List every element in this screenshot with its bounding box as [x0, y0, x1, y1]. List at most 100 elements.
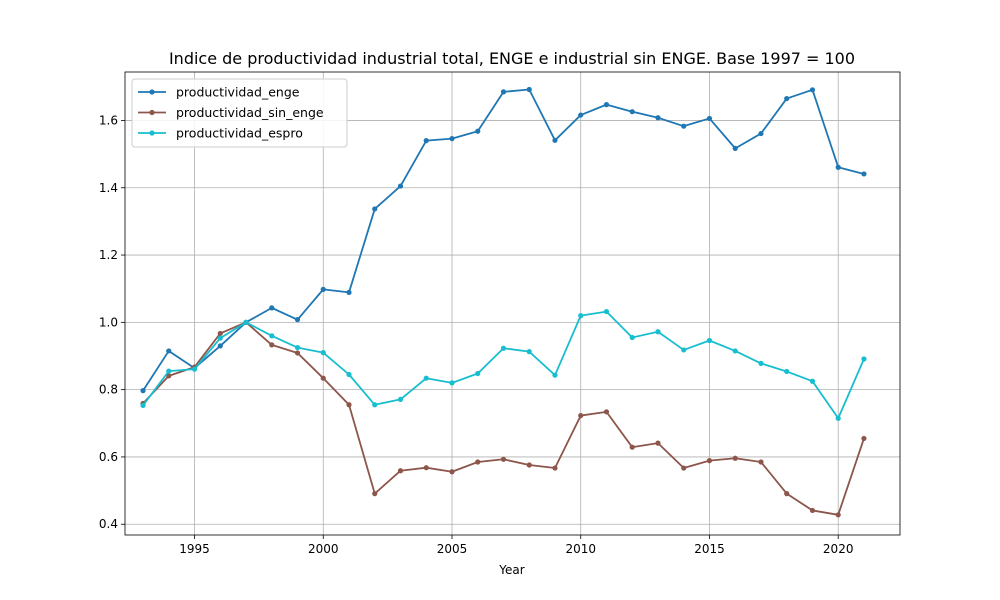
series-line — [142, 321, 865, 516]
data-point — [629, 334, 635, 341]
data-point — [269, 305, 275, 311]
data-point — [784, 368, 790, 375]
data-point — [629, 109, 635, 115]
chart-title: Indice de productividad industrial total… — [169, 49, 855, 68]
data-point — [603, 102, 610, 108]
x-tick-label: 2010 — [565, 542, 596, 556]
y-tick-label: 1.6 — [99, 113, 118, 127]
data-point — [397, 468, 404, 474]
data-point — [217, 343, 223, 349]
data-point — [629, 444, 635, 450]
x-tick-label: 2015 — [694, 542, 725, 556]
plot-frame — [124, 71, 901, 536]
data-point — [346, 289, 352, 295]
y-tick-label: 0.8 — [99, 383, 118, 397]
data-point — [475, 370, 481, 377]
data-point — [784, 95, 790, 102]
data-point — [758, 360, 764, 366]
data-point — [217, 330, 223, 337]
data-point — [861, 356, 867, 362]
series-productividad_espro — [140, 308, 867, 421]
series-productividad_enge — [140, 86, 867, 394]
legend-item: productividad_enge — [138, 85, 300, 100]
data-point — [397, 183, 404, 189]
x-tick-label: 1995 — [179, 542, 210, 556]
legend-label: productividad_enge — [176, 85, 300, 100]
data-point — [552, 465, 558, 471]
data-point — [732, 348, 738, 354]
legend: productividad_enge productividad_sin_enge… — [131, 78, 348, 148]
legend-swatch-marker — [149, 89, 155, 95]
data-point — [526, 86, 532, 93]
y-axis: 0.4 0.6 0.8 1.0 1.2 1.4 1.6 — [99, 113, 125, 531]
data-point — [655, 329, 661, 335]
data-point — [603, 409, 610, 415]
data-point — [140, 402, 146, 409]
data-point — [784, 491, 790, 497]
data-point — [809, 87, 816, 93]
y-tick-label: 1.4 — [99, 181, 118, 195]
data-point — [526, 349, 532, 355]
data-point — [655, 115, 661, 121]
data-point — [578, 313, 584, 319]
legend-label: productividad_espro — [176, 126, 303, 141]
data-point — [809, 378, 816, 384]
data-point — [423, 465, 429, 471]
data-point — [372, 402, 378, 408]
data-point — [449, 469, 455, 475]
data-point — [655, 440, 661, 446]
data-point — [552, 137, 558, 143]
data-point — [861, 171, 867, 177]
data-point — [423, 138, 429, 144]
data-point — [475, 128, 481, 134]
data-point — [500, 456, 507, 462]
data-point — [681, 347, 687, 353]
data-point — [578, 112, 584, 118]
legend-swatch-marker — [149, 130, 155, 136]
data-point — [758, 130, 764, 137]
data-point — [397, 396, 404, 402]
data-point — [294, 350, 301, 356]
data-point — [294, 317, 301, 323]
legend-swatch-marker — [149, 109, 155, 116]
data-point — [166, 373, 172, 379]
data-point — [166, 348, 172, 354]
data-point — [681, 123, 687, 129]
data-point — [706, 337, 713, 344]
data-point — [835, 415, 841, 421]
legend-item: productividad_sin_enge — [138, 105, 324, 120]
data-point — [526, 462, 532, 468]
data-point — [423, 375, 429, 381]
data-point — [372, 206, 378, 212]
data-point — [294, 344, 301, 351]
x-axis: 1995 2000 2005 2010 2015 2020 — [179, 535, 853, 556]
data-point — [809, 507, 816, 514]
data-point — [346, 402, 352, 408]
data-point — [166, 368, 172, 374]
data-point — [732, 455, 738, 461]
data-point — [681, 465, 687, 471]
data-point — [320, 375, 326, 381]
y-tick-label: 1.2 — [99, 248, 118, 262]
data-point — [449, 136, 455, 142]
x-tick-label: 2005 — [437, 542, 468, 556]
data-point — [706, 458, 713, 464]
y-tick-label: 1.0 — [99, 315, 118, 329]
x-axis-label: Year — [498, 563, 524, 577]
y-tick-label: 0.4 — [99, 517, 118, 531]
data-point — [269, 342, 275, 348]
data-point — [835, 164, 841, 170]
data-point — [243, 319, 249, 325]
x-tick-label: 2020 — [823, 542, 854, 556]
data-point — [500, 345, 507, 351]
data-point — [732, 145, 738, 151]
x-tick-label: 2000 — [308, 542, 339, 556]
data-point — [758, 459, 764, 465]
data-point — [835, 512, 841, 518]
data-point — [372, 491, 378, 497]
data-point — [861, 435, 867, 442]
legend-item: productividad_espro — [138, 126, 303, 141]
legend-label: productividad_sin_enge — [176, 105, 324, 120]
data-point — [706, 115, 713, 122]
